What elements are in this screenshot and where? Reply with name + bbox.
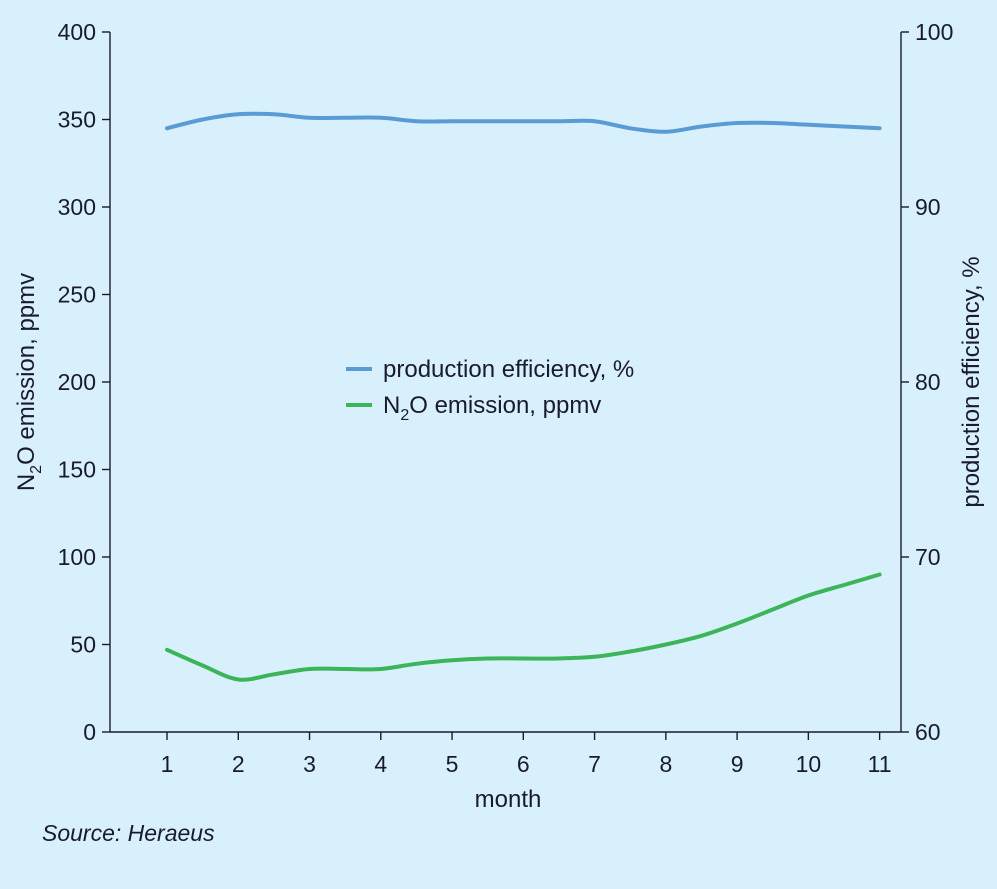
x-axis-title: month	[475, 786, 542, 813]
left-tick-label: 150	[58, 457, 96, 483]
left-tick-label: 0	[83, 719, 96, 745]
svg-text:N2O emission, ppmv: N2O emission, ppmv	[13, 273, 45, 491]
right-tick-label: 70	[915, 544, 941, 570]
series-line-n2o-emission	[165, 572, 882, 682]
legend-label-emission-main: N	[383, 392, 400, 419]
x-tick-label: 1	[161, 751, 174, 777]
series-lines	[165, 111, 882, 682]
left-tick-label: 200	[58, 369, 96, 395]
left-axis-title-main: N	[13, 474, 40, 491]
x-tick-label: 7	[588, 751, 601, 777]
x-tick-label: 6	[517, 751, 530, 777]
left-tick-label: 300	[58, 194, 96, 220]
legend: production efficiency, % N2O emission, p…	[346, 356, 634, 424]
right-axis-title: production efficiency, %	[958, 256, 985, 507]
x-tick-label: 2	[232, 751, 245, 777]
x-tick-label: 3	[303, 751, 316, 777]
x-tick-label: 5	[446, 751, 459, 777]
legend-label-emission-rest: O emission, ppmv	[409, 392, 601, 419]
series-line-production-efficiency	[165, 111, 882, 134]
source-note: Source: Heraeus	[42, 820, 215, 846]
x-tick-label: 11	[868, 751, 892, 777]
left-axis-title-sub: 2	[28, 465, 45, 474]
legend-label-efficiency: production efficiency, %	[383, 356, 634, 383]
left-tick-label: 350	[58, 107, 96, 133]
right-tick-label: 90	[915, 194, 941, 220]
left-tick-label: 50	[70, 632, 96, 658]
left-tick-label: 100	[58, 544, 96, 570]
right-tick-label: 100	[915, 19, 953, 45]
left-axis-title: N2O emission, ppmv	[13, 273, 45, 491]
x-tick-label: 10	[796, 751, 822, 777]
axes: 0 50 100 150 200 250 300 350 400 60 70 80 90 100 1 2 3 4 5…	[58, 19, 954, 777]
left-tick-label: 400	[58, 19, 96, 45]
legend-label-emission-sub: 2	[400, 407, 409, 424]
x-tick-label: 8	[659, 751, 672, 777]
right-axis-title-text: production efficiency, %	[958, 256, 985, 507]
legend-label-emission: N2O emission, ppmv	[383, 392, 601, 424]
right-tick-label: 80	[915, 369, 941, 395]
left-tick-label: 250	[58, 282, 96, 308]
x-tick-label: 4	[374, 751, 387, 777]
right-tick-label: 60	[915, 719, 941, 745]
x-tick-label: 9	[731, 751, 744, 777]
left-axis-title-rest: O emission, ppmv	[13, 273, 40, 465]
